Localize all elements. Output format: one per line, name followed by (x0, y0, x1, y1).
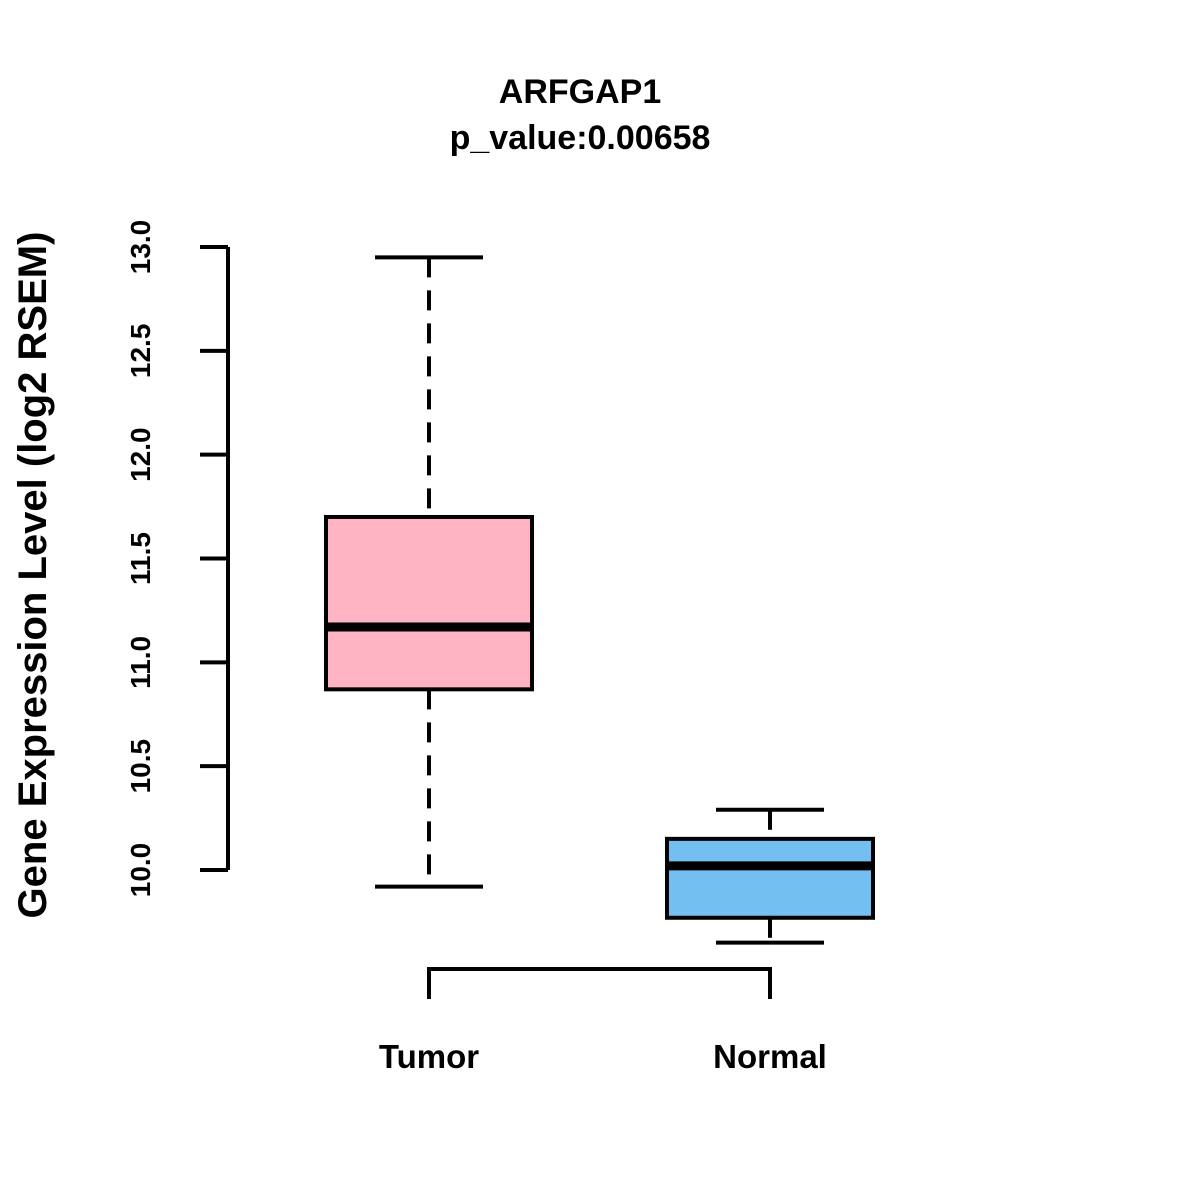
iqr-box (665, 836, 875, 920)
x-axis-bracket (427, 967, 772, 999)
category-label-normal: Normal (713, 1038, 827, 1075)
y-axis-tick-label: 12.5 (125, 324, 156, 379)
y-axis-tick-label: 10.0 (125, 843, 156, 898)
chart-title: ARFGAP1 (498, 73, 662, 111)
y-axis-tick-label: 11.5 (125, 532, 156, 585)
category-label-tumor: Tumor (379, 1038, 479, 1075)
y-axis-tick-label: 12.0 (125, 427, 156, 482)
chart-subtitle: p_value:0.00658 (449, 119, 711, 157)
boxplot-tumor: Tumor (324, 255, 534, 1075)
y-axis-tick-label: 13.0 (125, 220, 156, 275)
iqr-box (324, 514, 534, 692)
y-axis-tick-label: 10.5 (125, 739, 156, 794)
boxplot-normal: Normal (665, 807, 875, 1075)
y-axis-tick-label: 11.0 (125, 636, 156, 689)
